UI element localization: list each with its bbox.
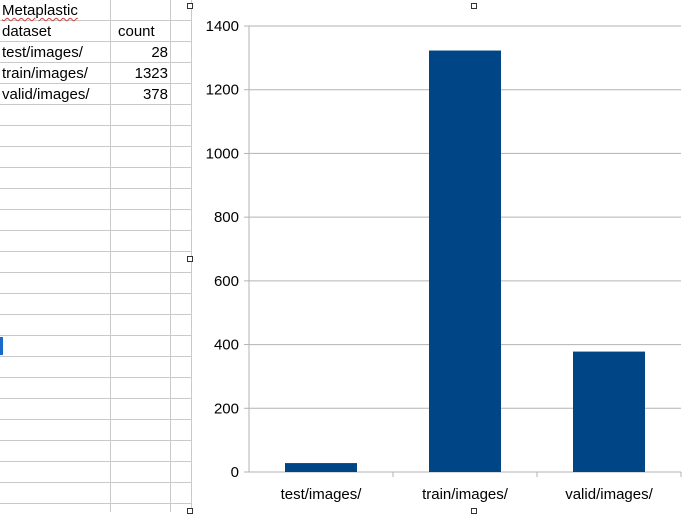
empty-row[interactable] (0, 357, 192, 378)
empty-row[interactable] (0, 231, 192, 252)
dataset-cell[interactable]: train/images/ (2, 65, 88, 82)
y-tick-label: 0 (231, 464, 239, 481)
bar-testimages (285, 463, 357, 472)
x-category-label: train/images/ (422, 486, 509, 503)
resize-handle-top-middle[interactable] (471, 3, 477, 9)
empty-row[interactable] (0, 420, 192, 441)
table-row[interactable]: test/images/ 28 (0, 42, 192, 63)
y-tick-label: 400 (214, 337, 239, 354)
bar-validimages (573, 351, 645, 472)
row-cursor-marker (0, 337, 3, 355)
column-divider (170, 0, 171, 512)
empty-row[interactable] (0, 378, 192, 399)
empty-row[interactable] (0, 504, 192, 512)
empty-row[interactable] (0, 252, 192, 273)
empty-row[interactable] (0, 189, 192, 210)
x-category-label: test/images/ (281, 486, 363, 503)
dataset-header-cell[interactable]: dataset (2, 23, 52, 40)
resize-handle-middle-left[interactable] (187, 256, 193, 262)
empty-row[interactable] (0, 483, 192, 504)
bar-trainimages (429, 50, 501, 472)
y-tick-label: 1400 (206, 18, 239, 35)
empty-row[interactable] (0, 147, 192, 168)
y-tick-label: 200 (214, 400, 239, 417)
spreadsheet-grid[interactable]: Metaplastic dataset count test/images/ 2… (0, 0, 192, 512)
y-tick-label: 800 (214, 209, 239, 226)
dataset-cell[interactable]: test/images/ (2, 44, 83, 61)
empty-row[interactable] (0, 168, 192, 189)
empty-row[interactable] (0, 336, 192, 357)
count-header-cell[interactable]: count (118, 23, 155, 40)
empty-row[interactable] (0, 105, 192, 126)
count-cell[interactable]: 378 (142, 86, 168, 103)
y-tick-label: 1000 (206, 145, 239, 162)
y-tick-label: 1200 (206, 82, 239, 99)
empty-row[interactable] (0, 294, 192, 315)
empty-row[interactable] (0, 210, 192, 231)
resize-handle-bottom-left[interactable] (187, 508, 193, 514)
y-tick-label: 600 (214, 273, 239, 290)
empty-row[interactable] (0, 462, 192, 483)
sheet-header-row[interactable]: dataset count (0, 21, 192, 42)
resize-handle-top-left[interactable] (187, 3, 193, 9)
sheet-row[interactable]: Metaplastic (0, 0, 192, 21)
table-row[interactable]: train/images/ 1323 (0, 63, 192, 84)
empty-row[interactable] (0, 126, 192, 147)
count-cell[interactable]: 1323 (134, 65, 168, 82)
column-divider (110, 0, 111, 512)
count-cell[interactable]: 28 (151, 44, 168, 61)
x-category-label: valid/images/ (565, 486, 653, 503)
empty-row[interactable] (0, 441, 192, 462)
empty-row[interactable] (0, 315, 192, 336)
empty-row[interactable] (0, 273, 192, 294)
dataset-cell[interactable]: valid/images/ (2, 86, 90, 103)
bar-chart[interactable]: 0 200 400 600 800 1000 1200 1400 test/images/tra… (192, 6, 687, 512)
table-row[interactable]: valid/images/ 378 (0, 84, 192, 105)
sheet-title-cell[interactable]: Metaplastic (2, 2, 78, 19)
chart-canvas: 0 200 400 600 800 1000 1200 1400 test/images/tra… (206, 18, 682, 503)
resize-handle-bottom-middle[interactable] (471, 508, 477, 514)
empty-row[interactable] (0, 399, 192, 420)
